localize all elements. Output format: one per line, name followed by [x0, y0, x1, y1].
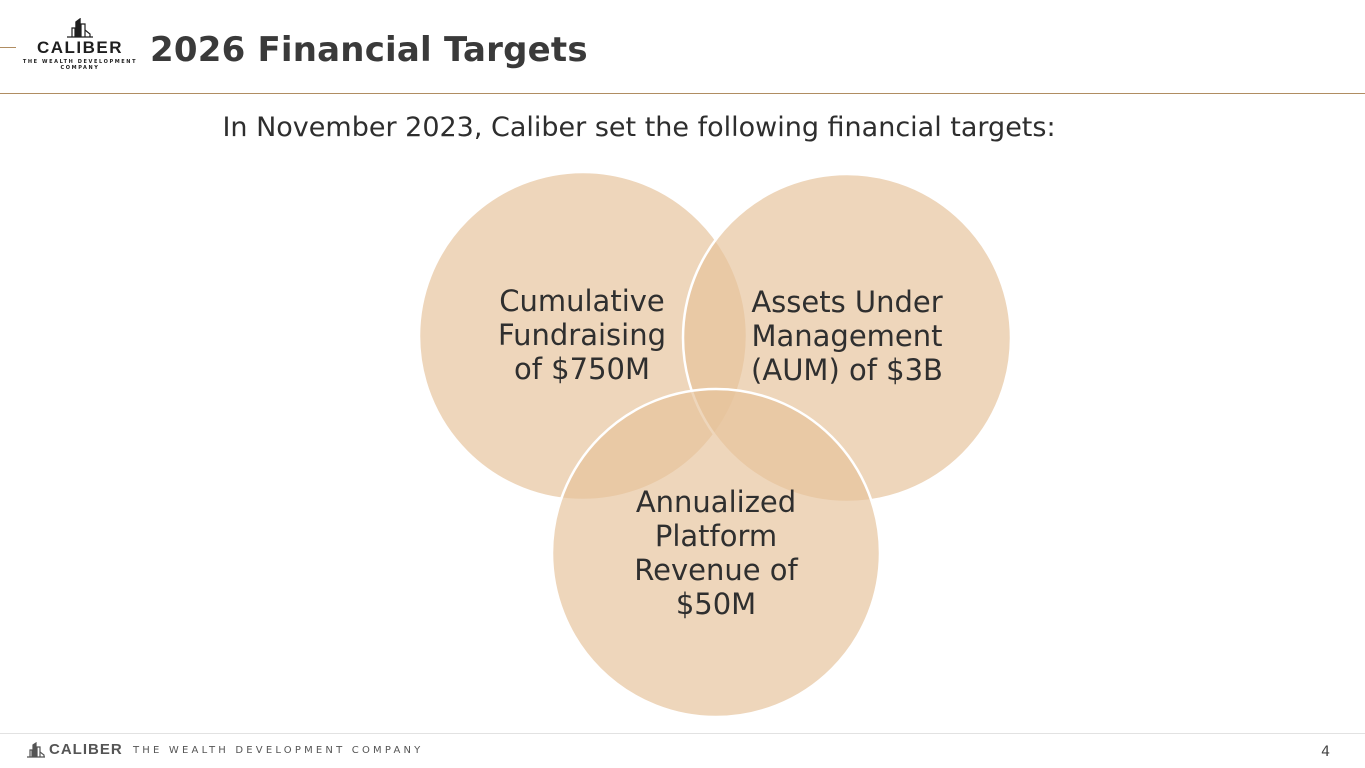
circle-label-line: (AUM) of $3B	[751, 353, 943, 387]
circle-label-line: Annualized	[635, 485, 797, 519]
circle-label-line: Management	[751, 319, 943, 353]
logo-wordmark: CALIBER	[36, 38, 124, 57]
page-title: 2026 Financial Targets	[150, 30, 588, 70]
footer-tagline: THE WEALTH DEVELOPMENT COMPANY	[133, 745, 424, 756]
circle-label-line: Assets Under	[751, 285, 943, 319]
intro-text: In November 2023, Caliber set the follow…	[222, 112, 1056, 143]
circle-label-line: Platform	[654, 519, 778, 553]
circle-label-revenue: Annualized Platform Revenue of $50M	[596, 485, 836, 621]
footer-divider	[0, 733, 1365, 734]
circle-label-line: Revenue of	[634, 553, 798, 587]
circle-label-aum: Assets Under Management (AUM) of $3B	[717, 285, 977, 387]
buildings-logo-icon	[67, 18, 93, 38]
logo-tagline-line1: THE WEALTH DEVELOPMENT	[22, 59, 138, 65]
page-number: 4	[1321, 744, 1330, 760]
logo-tagline-line2: COMPANY	[60, 65, 100, 71]
circle-label-line: Fundraising	[498, 318, 666, 352]
circle-label-fundraising: Cumulative Fundraising of $750M	[462, 284, 702, 386]
buildings-logo-icon	[27, 742, 45, 758]
circle-label-line: Cumulative	[499, 284, 665, 318]
footer-brand: CALIBER	[49, 741, 123, 758]
circle-label-line: $50M	[675, 587, 757, 621]
venn-circle-revenue	[550, 387, 882, 719]
header-divider	[0, 93, 1365, 94]
logo-tagline: THE WEALTH DEVELOPMENT COMPANY	[22, 59, 138, 71]
header-accent-line	[0, 47, 16, 48]
caliber-logo: CALIBER THE WEALTH DEVELOPMENT COMPANY	[22, 18, 138, 72]
circle-label-line: of $750M	[514, 352, 650, 386]
